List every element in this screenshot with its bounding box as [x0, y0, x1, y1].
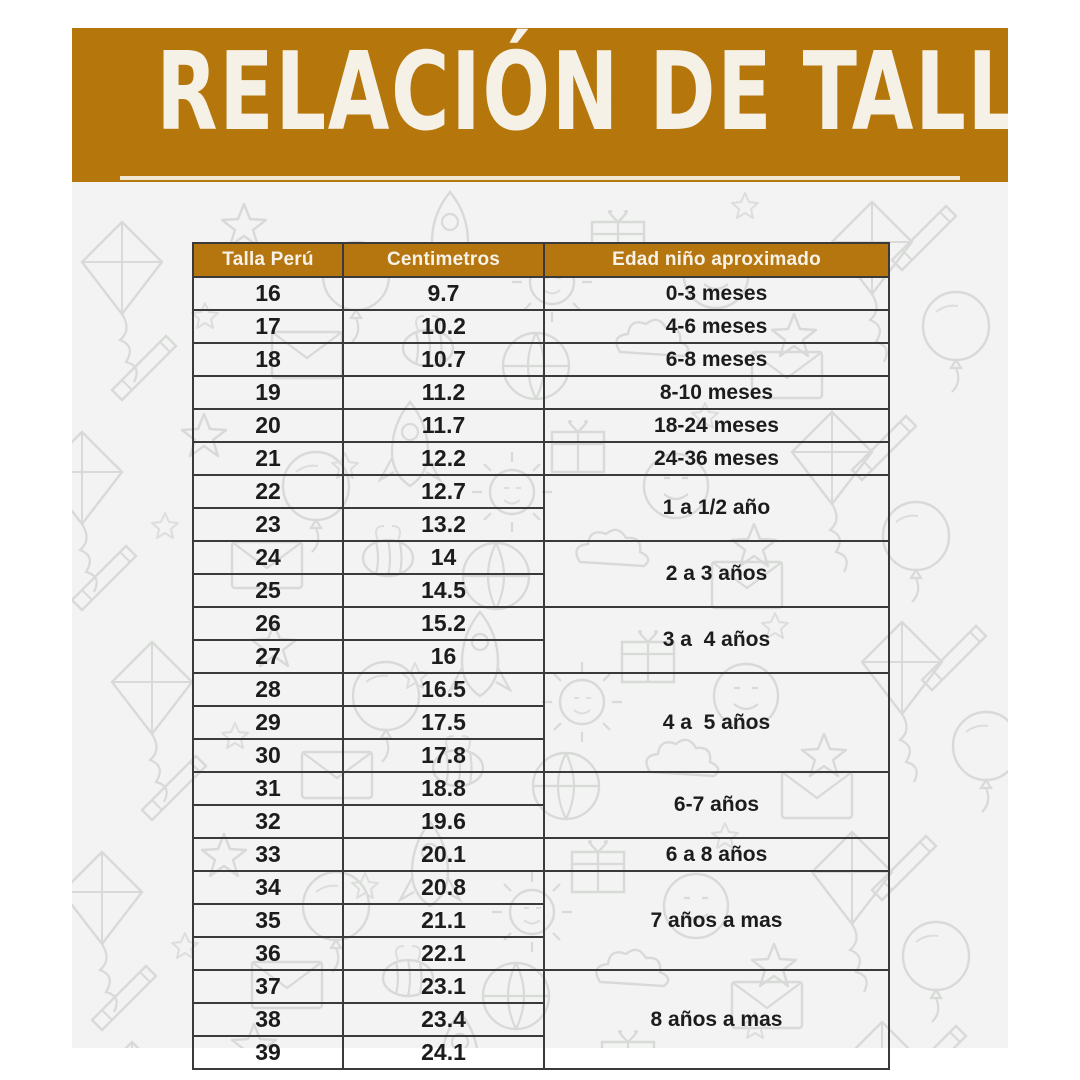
column-header-talla: Talla Perú — [192, 242, 344, 278]
cell-centimetros: 17.8 — [342, 738, 545, 773]
cell-talla: 30 — [192, 738, 344, 773]
cell-talla: 26 — [192, 606, 344, 641]
cell-edad: 7 años a mas — [543, 870, 890, 971]
table-row: 25 14.5 — [192, 573, 889, 608]
cell-talla: 27 — [192, 639, 344, 674]
cell-edad: 1 a 1/2 año — [543, 474, 890, 542]
table-row: 19 11.2 8-10 meses — [192, 375, 890, 410]
cell-centimetros: 10.2 — [342, 309, 545, 344]
cell-centimetros: 14.5 — [342, 573, 545, 608]
cell-edad: 4 a 5 años — [543, 672, 890, 773]
table-row: 33 20.1 6 a 8 años — [192, 837, 890, 872]
cell-talla: 24 — [192, 540, 344, 575]
cell-centimetros: 11.7 — [342, 408, 545, 443]
cell-talla: 23 — [192, 507, 344, 542]
table-row: 16 9.7 0-3 meses — [192, 276, 890, 311]
cell-centimetros: 12.7 — [342, 474, 545, 509]
table-row: 27 16 — [192, 639, 889, 674]
table-row: 37 23.1 8 años a mas — [192, 969, 890, 1070]
cell-talla: 28 — [192, 672, 344, 707]
table-header-row: Talla Perú Centimetros Edad niño aproxim… — [192, 242, 890, 278]
cell-talla: 35 — [192, 903, 344, 938]
cell-centimetros: 22.1 — [342, 936, 545, 971]
table-row: 26 15.2 3 a 4 años — [192, 606, 890, 674]
cell-centimetros: 23.4 — [342, 1002, 545, 1037]
cell-talla: 37 — [192, 969, 344, 1004]
cell-edad: 0-3 meses — [543, 276, 890, 311]
table-row: 31 18.8 6-7 años — [192, 771, 890, 839]
table-row: 29 17.5 — [192, 705, 889, 740]
table-row: 21 12.2 24-36 meses — [192, 441, 890, 476]
cell-centimetros: 18.8 — [342, 771, 545, 806]
table-row: 24 14 2 a 3 años — [192, 540, 890, 608]
table-row: 32 19.6 — [192, 804, 889, 839]
table-row: 36 22.1 — [192, 936, 889, 971]
cell-centimetros: 11.2 — [342, 375, 545, 410]
cell-centimetros: 24.1 — [342, 1035, 545, 1070]
column-header-centimetros: Centimetros — [342, 242, 545, 278]
cell-centimetros: 14 — [342, 540, 545, 575]
size-table-container: Talla Perú Centimetros Edad niño aproxim… — [192, 242, 890, 1070]
table-body: 16 9.7 0-3 meses 17 10.2 4-6 meses 18 10.7 6-8 m… — [192, 276, 890, 1070]
cell-talla: 19 — [192, 375, 344, 410]
title-banner: RELACIÓN DE TALLAS — [72, 28, 1008, 182]
cell-centimetros: 20.8 — [342, 870, 545, 905]
title-underline — [120, 176, 960, 180]
table-row: 35 21.1 — [192, 903, 889, 938]
cell-centimetros: 15.2 — [342, 606, 545, 641]
table-row: 34 20.8 7 años a mas — [192, 870, 890, 971]
table-row: 28 16.5 4 a 5 años — [192, 672, 890, 773]
table-row: 39 24.1 — [192, 1035, 889, 1070]
cell-centimetros: 16.5 — [342, 672, 545, 707]
cell-talla: 17 — [192, 309, 344, 344]
cell-edad: 6-7 años — [543, 771, 890, 839]
cell-talla: 38 — [192, 1002, 344, 1037]
cell-centimetros: 20.1 — [342, 837, 545, 872]
cell-talla: 22 — [192, 474, 344, 509]
cell-talla: 21 — [192, 441, 344, 476]
cell-edad: 4-6 meses — [543, 309, 890, 344]
cell-talla: 20 — [192, 408, 344, 443]
size-table: Talla Perú Centimetros Edad niño aproxim… — [192, 242, 890, 1070]
cell-talla: 33 — [192, 837, 344, 872]
table-row: 23 13.2 — [192, 507, 889, 542]
table-row: 20 11.7 18-24 meses — [192, 408, 890, 443]
table-row: 17 10.2 4-6 meses — [192, 309, 890, 344]
table-row: 38 23.4 — [192, 1002, 889, 1037]
cell-centimetros: 19.6 — [342, 804, 545, 839]
cell-edad: 8-10 meses — [543, 375, 890, 410]
cell-talla: 34 — [192, 870, 344, 905]
table-row: 18 10.7 6-8 meses — [192, 342, 890, 377]
table-row: 30 17.8 — [192, 738, 889, 773]
cell-edad: 18-24 meses — [543, 408, 890, 443]
cell-centimetros: 17.5 — [342, 705, 545, 740]
cell-edad: 6 a 8 años — [543, 837, 890, 872]
cell-talla: 18 — [192, 342, 344, 377]
cell-centimetros: 23.1 — [342, 969, 545, 1004]
cell-centimetros: 9.7 — [342, 276, 545, 311]
cell-talla: 39 — [192, 1035, 344, 1070]
table-row: 22 12.7 1 a 1/2 año — [192, 474, 890, 542]
cell-talla: 25 — [192, 573, 344, 608]
cell-edad: 3 a 4 años — [543, 606, 890, 674]
page-title: RELACIÓN DE TALLAS — [156, 30, 1008, 155]
cell-centimetros: 13.2 — [342, 507, 545, 542]
cell-centimetros: 10.7 — [342, 342, 545, 377]
cell-centimetros: 16 — [342, 639, 545, 674]
cell-edad: 2 a 3 años — [543, 540, 890, 608]
cell-talla: 32 — [192, 804, 344, 839]
table-header: Talla Perú Centimetros Edad niño aproxim… — [192, 242, 890, 278]
column-header-edad: Edad niño aproximado — [543, 242, 890, 278]
cell-talla: 16 — [192, 276, 344, 311]
cell-centimetros: 21.1 — [342, 903, 545, 938]
cell-talla: 36 — [192, 936, 344, 971]
cell-edad: 24-36 meses — [543, 441, 890, 476]
cell-edad: 6-8 meses — [543, 342, 890, 377]
cell-talla: 31 — [192, 771, 344, 806]
cell-edad: 8 años a mas — [543, 969, 890, 1070]
cell-centimetros: 12.2 — [342, 441, 545, 476]
cell-talla: 29 — [192, 705, 344, 740]
